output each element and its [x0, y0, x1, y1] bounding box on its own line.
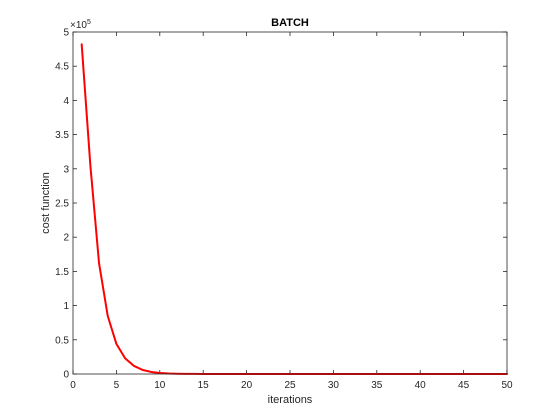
y-axis-label: cost function [40, 172, 52, 234]
y-tick-label: 2 [63, 233, 69, 244]
y-tick-label: 2.5 [55, 199, 69, 210]
x-tick-label: 5 [114, 380, 120, 391]
x-tick-label: 10 [154, 380, 166, 391]
chart-title: BATCH [271, 17, 309, 29]
x-tick-label: 50 [501, 380, 513, 391]
y-multiplier-base: ×10 [70, 20, 87, 31]
x-tick-label: 35 [371, 380, 383, 391]
y-tick-label: 1 [63, 301, 69, 312]
x-tick-label: 40 [415, 380, 427, 391]
y-tick-label: 4 [63, 96, 69, 107]
y-tick-label: 5 [63, 28, 69, 39]
plot-area [73, 32, 507, 374]
y-tick-label: 0.5 [55, 335, 69, 346]
x-tick-label: 30 [328, 380, 340, 391]
y-tick-label: 3.5 [55, 130, 69, 141]
x-axis-label: iterations [268, 394, 313, 406]
y-tick-label: 4.5 [55, 62, 69, 73]
plot-frame [72, 31, 508, 375]
x-tick-label: 25 [284, 380, 296, 391]
y-axis-ticks: 0 0.5 1 1.5 2 2.5 3 3.5 4 4.5 5 [55, 28, 507, 381]
y-tick-label: 3 [63, 164, 69, 175]
y-tick-label: 1.5 [55, 267, 69, 278]
x-tick-label: 45 [458, 380, 470, 391]
y-multiplier-label: ×105 [70, 19, 91, 31]
y-multiplier-exponent: 5 [87, 19, 91, 26]
y-tick-label: 0 [63, 370, 69, 381]
x-tick-label: 15 [198, 380, 210, 391]
x-tick-label: 0 [70, 380, 76, 391]
x-tick-label: 20 [241, 380, 253, 391]
